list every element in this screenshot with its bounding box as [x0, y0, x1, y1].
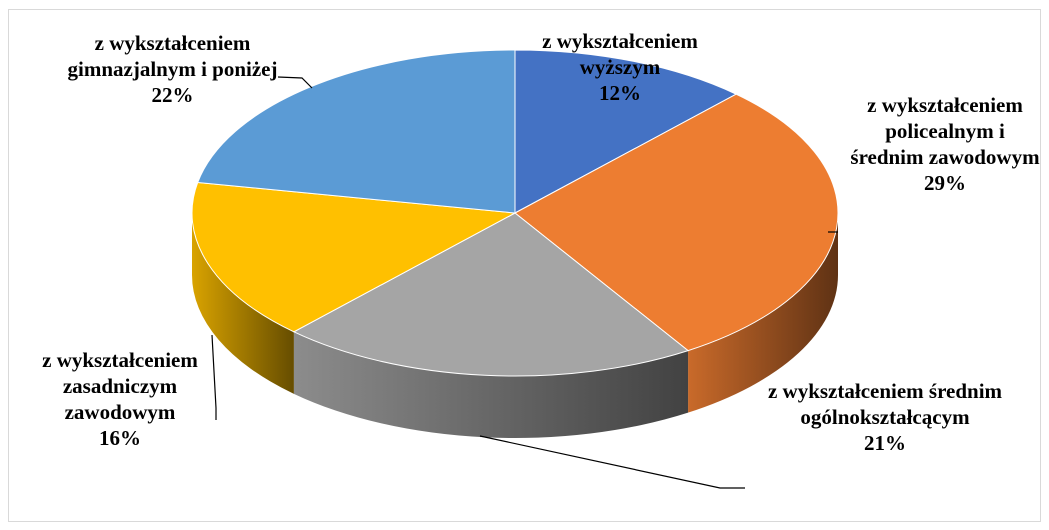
category-label: z wykształceniem policealnym i średnim z…	[850, 93, 1040, 169]
value-label: 29%	[924, 171, 966, 195]
slice-side	[293, 331, 689, 438]
slice	[514, 49, 738, 214]
value-label: 16%	[99, 426, 141, 450]
slice-label: z wykształceniem wyższym 12%	[540, 28, 700, 106]
category-label: z wykształceniem średnim ogólnokształcąc…	[767, 379, 1003, 429]
slice	[292, 212, 690, 377]
slice	[197, 49, 516, 214]
leader-line	[479, 435, 745, 489]
slice-label: z wykształceniem policealnym i średnim z…	[850, 92, 1040, 196]
slice-label: z wykształceniem średnim ogólnokształcąc…	[755, 378, 1015, 456]
value-label: 12%	[599, 81, 641, 105]
leader-line	[211, 334, 217, 420]
slice-label: z wykształceniem gimnazjalnym i poniżej 2…	[60, 30, 285, 108]
slice-label: z wykształceniem zasadniczym zawodowym 16…	[20, 347, 220, 451]
leader-lines	[211, 76, 838, 489]
slice-side	[688, 213, 838, 413]
value-label: 22%	[151, 83, 194, 107]
category-label: z wykształceniem wyższym	[542, 29, 698, 79]
slice	[514, 93, 839, 352]
category-label: z wykształceniem zasadniczym zawodowym	[42, 348, 198, 424]
value-label: 21%	[864, 431, 906, 455]
leader-line	[277, 76, 313, 89]
pie	[191, 49, 839, 438]
slice	[191, 181, 517, 333]
slice-side	[192, 213, 294, 394]
category-label: z wykształceniem gimnazjalnym i poniżej	[67, 31, 278, 81]
